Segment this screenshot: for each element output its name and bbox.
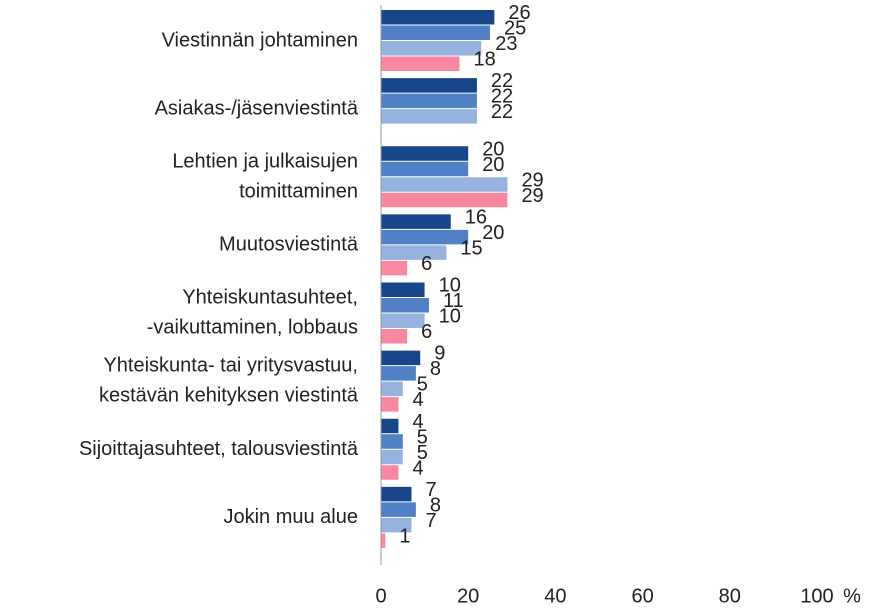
data-label: 20 xyxy=(482,138,504,160)
data-label: 10 xyxy=(439,275,461,297)
data-label: 29 xyxy=(521,169,543,191)
data-label: 8 xyxy=(430,494,441,516)
bar xyxy=(381,329,408,344)
bar xyxy=(381,146,469,161)
x-tick-label: 40 xyxy=(544,585,566,607)
data-label: 10 xyxy=(439,306,461,328)
bar xyxy=(381,502,416,517)
bar xyxy=(381,78,477,93)
bar xyxy=(381,298,429,313)
bar xyxy=(381,25,490,40)
bar xyxy=(381,109,477,124)
y-tick-label: Jokin muu alue xyxy=(223,506,358,528)
data-label: 4 xyxy=(412,411,423,433)
y-tick-label: Asiakas-/jäsenviestintä xyxy=(155,97,359,119)
bar xyxy=(381,449,403,465)
bar xyxy=(381,56,460,71)
y-tick-label: Yhteiskunta- tai yritysvastuu, kestävän k… xyxy=(99,355,359,407)
data-label: 6 xyxy=(421,253,432,275)
x-tick-label: 20 xyxy=(457,585,479,607)
data-label: 9 xyxy=(434,343,445,365)
data-label: 7 xyxy=(426,479,437,501)
y-tick-label: Muutosviestintä xyxy=(219,234,359,256)
data-label: 26 xyxy=(508,2,530,24)
x-tick-label: 0 xyxy=(375,585,386,607)
data-label: 16 xyxy=(465,206,487,228)
bar xyxy=(381,517,412,533)
data-label: 1 xyxy=(399,525,410,547)
y-tick-label: Viestinnän johtaminen xyxy=(162,29,358,51)
bar xyxy=(381,161,469,177)
data-label: 15 xyxy=(460,237,482,259)
data-label: 4 xyxy=(412,389,423,411)
bar xyxy=(381,245,447,260)
bar xyxy=(381,177,508,192)
data-label: 23 xyxy=(495,33,517,55)
bar xyxy=(381,381,403,397)
x-axis-label: % xyxy=(843,585,861,607)
bar xyxy=(381,260,408,276)
bar xyxy=(381,350,421,366)
data-label: 22 xyxy=(491,86,513,108)
x-tick-label: 60 xyxy=(631,585,653,607)
y-tick-label: Lehtien ja julkaisujen toimittaminen xyxy=(172,151,358,203)
data-label: 6 xyxy=(421,321,432,343)
bar xyxy=(381,465,399,480)
bar xyxy=(381,397,399,412)
data-label: 29 xyxy=(521,185,543,207)
x-tick-label: 80 xyxy=(719,585,741,607)
data-label: 22 xyxy=(491,101,513,123)
data-label: 20 xyxy=(482,154,504,176)
data-label: 4 xyxy=(412,457,423,479)
bar xyxy=(381,229,469,245)
bar xyxy=(381,41,482,56)
data-label: 5 xyxy=(417,426,428,448)
bar xyxy=(381,93,477,109)
data-label: 20 xyxy=(482,222,504,244)
bar xyxy=(381,313,425,328)
y-tick-label: Yhteiskuntasuhteet, -vaikuttaminen, lobba… xyxy=(147,287,358,339)
bar xyxy=(381,10,495,25)
bar xyxy=(381,192,508,208)
bar xyxy=(381,533,386,548)
bar xyxy=(381,434,403,449)
data-label: 7 xyxy=(426,510,437,532)
y-tick-label: Sijoittajasuhteet, talousviestintä xyxy=(79,438,359,460)
x-tick-label: 100 xyxy=(800,585,833,607)
data-label: 5 xyxy=(417,374,428,396)
data-label: 11 xyxy=(443,290,464,312)
data-label: 8 xyxy=(430,358,441,380)
data-label: 5 xyxy=(417,442,428,464)
bar xyxy=(381,282,425,297)
data-label: 18 xyxy=(473,49,495,71)
bar xyxy=(381,486,412,502)
bar xyxy=(381,418,399,434)
data-label: 22 xyxy=(491,70,513,92)
bar xyxy=(381,366,416,381)
data-label: 25 xyxy=(504,18,526,40)
bar xyxy=(381,214,451,229)
